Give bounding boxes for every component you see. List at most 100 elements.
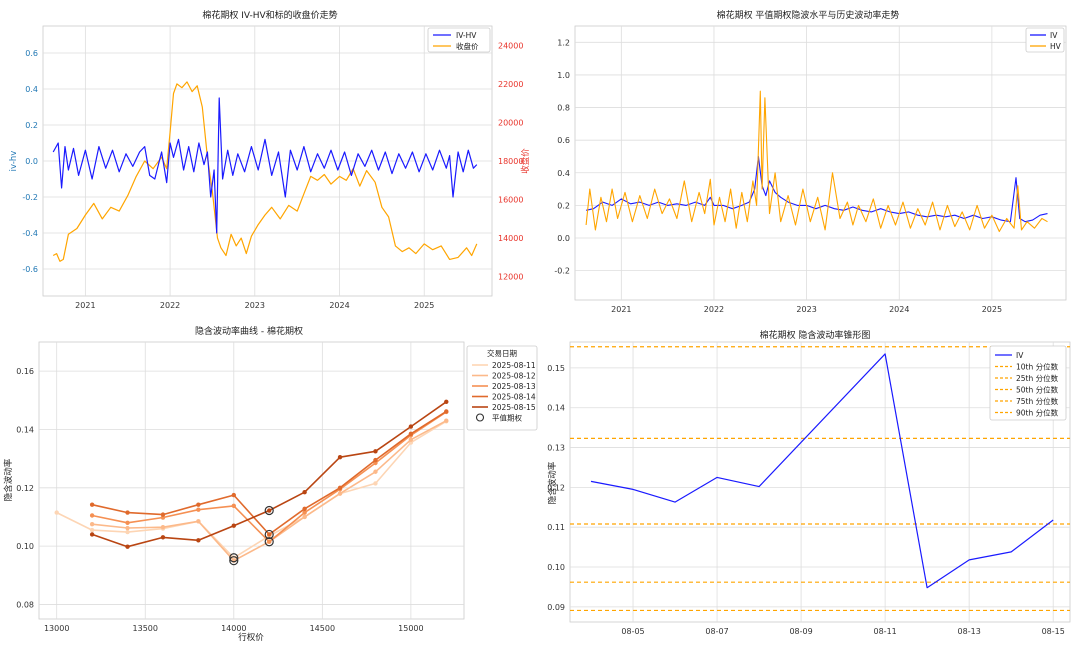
data-point bbox=[267, 532, 272, 537]
x-tick-label: 2022 bbox=[160, 301, 180, 310]
x-tick-label: 2021 bbox=[611, 305, 631, 314]
chart-title: 棉花期权 隐含波动率锥形图 bbox=[760, 329, 871, 341]
x-tick-label: 2024 bbox=[889, 305, 909, 314]
x-tick-label: 08-05 bbox=[621, 627, 644, 636]
y-tick-label: 0.14 bbox=[547, 404, 565, 413]
y-axis-right-label: 收盘价 bbox=[520, 148, 531, 174]
y-right-tick-label: 20000 bbox=[498, 118, 523, 127]
data-point bbox=[89, 502, 95, 507]
x-axis-label: 行权价 bbox=[238, 632, 264, 643]
y-tick-label: -0.2 bbox=[22, 193, 38, 202]
data-point bbox=[125, 529, 130, 535]
series-line-2025-08-11 bbox=[56, 420, 447, 559]
data-point bbox=[125, 520, 130, 525]
legend-label: 10th 分位数 bbox=[1016, 362, 1059, 372]
legend-label-hv: HV bbox=[1050, 42, 1062, 51]
data-point bbox=[196, 507, 201, 512]
data-point bbox=[444, 399, 449, 404]
y-tick-label: 0.2 bbox=[25, 121, 38, 130]
series-line-iv-hv bbox=[52, 97, 478, 234]
data-point bbox=[231, 523, 236, 528]
data-point bbox=[337, 454, 343, 460]
series-lines bbox=[585, 90, 1048, 233]
y-tick-label: 0.08 bbox=[16, 600, 34, 609]
series-line-iv bbox=[590, 353, 1054, 589]
data-point bbox=[408, 424, 414, 429]
legend-title: 交易日期 bbox=[487, 348, 517, 358]
legend-label-close: 收盘价 bbox=[456, 41, 479, 51]
legend-swatch-atm bbox=[475, 413, 485, 422]
tick-labels: 13000 13500 14000 14500 15000 0.08 0.10 0.12 0.1… bbox=[16, 367, 423, 633]
plot-area bbox=[38, 341, 465, 620]
legend-label: 90th 分位数 bbox=[1016, 408, 1059, 418]
grid-lines bbox=[43, 26, 492, 296]
data-point bbox=[89, 527, 95, 533]
y-tick-label: 1.2 bbox=[557, 38, 570, 47]
x-tick-label: 08-11 bbox=[874, 627, 897, 636]
y-tick-label: 0.10 bbox=[547, 563, 565, 572]
y-tick-label: 0.0 bbox=[25, 157, 38, 166]
atm-point bbox=[264, 505, 274, 516]
data-point bbox=[196, 519, 201, 524]
data-point bbox=[160, 535, 166, 540]
legend-label-iv-hv: IV-HV bbox=[456, 31, 477, 40]
y-tick-label: 0.09 bbox=[547, 603, 565, 612]
y-tick-label: 0.6 bbox=[557, 136, 570, 145]
data-point bbox=[373, 469, 378, 474]
y-tick-label: 0.15 bbox=[547, 364, 565, 373]
tick-labels: 08-05 08-07 08-09 08-11 08-13 08-15 0.09 0.10 0.… bbox=[547, 364, 1065, 636]
data-point bbox=[89, 522, 95, 527]
legend-label-iv: IV bbox=[1050, 31, 1058, 40]
y-right-tick-label: 16000 bbox=[498, 196, 523, 205]
chart-title: 隐含波动率曲线 - 棉花期权 bbox=[195, 325, 303, 337]
x-tick-label: 08-09 bbox=[789, 627, 812, 636]
legend-label: 2025-08-13 bbox=[492, 382, 536, 391]
plot-area bbox=[569, 341, 1071, 623]
legend-label: 50th 分位数 bbox=[1016, 385, 1059, 395]
y-right-tick-label: 12000 bbox=[498, 273, 523, 282]
x-tick-label: 2025 bbox=[982, 305, 1002, 314]
y-tick-label: 0.8 bbox=[557, 104, 570, 113]
data-point bbox=[408, 431, 414, 437]
data-point bbox=[373, 457, 378, 463]
x-tick-label: 2023 bbox=[796, 305, 816, 314]
x-tick-label: 08-13 bbox=[958, 627, 981, 636]
series-line-close bbox=[52, 81, 478, 262]
atm-point bbox=[264, 529, 274, 540]
data-point bbox=[89, 513, 95, 518]
data-point bbox=[267, 539, 272, 544]
legend-label: 25th 分位数 bbox=[1016, 373, 1059, 383]
y-tick-label: 0.4 bbox=[25, 85, 38, 94]
y-tick-label: -0.2 bbox=[554, 267, 570, 276]
data-point bbox=[267, 508, 272, 513]
atm-point bbox=[264, 537, 274, 547]
legend-label: IV bbox=[1016, 351, 1024, 360]
y-right-tick-label: 22000 bbox=[498, 80, 523, 89]
data-point bbox=[196, 502, 201, 507]
y-right-tick-label: 14000 bbox=[498, 234, 523, 243]
iv-hv-close-chart: 棉花期权 IV-HV和标的收盘价走势 2021 2022 2023 2024 2025 -… bbox=[9, 9, 531, 310]
atm-iv-hv-chart: 棉花期权 平值期权隐波水平与历史波动率走势 2021 2022 2023 2024 20… bbox=[554, 9, 1067, 314]
legend-label: 2025-08-11 bbox=[492, 361, 536, 370]
data-point bbox=[125, 525, 130, 531]
tick-labels: 2021 2022 2023 2024 2025 -0.2 0.0 0.2 0.4 0.6 0.8 1… bbox=[554, 38, 1002, 314]
x-tick-label: 2023 bbox=[245, 301, 265, 310]
y-tick-label: -0.6 bbox=[22, 265, 38, 274]
data-point bbox=[302, 514, 307, 520]
y-tick-label: 0.6 bbox=[25, 49, 38, 58]
chart-title: 棉花期权 IV-HV和标的收盘价走势 bbox=[202, 9, 337, 21]
y-tick-label: 0.0 bbox=[557, 234, 570, 243]
data-point bbox=[408, 437, 414, 442]
legend-label-atm: 平值期权 bbox=[492, 413, 522, 423]
chart-title: 棉花期权 平值期权隐波水平与历史波动率走势 bbox=[717, 9, 900, 21]
y-tick-label: 0.10 bbox=[16, 542, 34, 551]
data-point bbox=[373, 449, 378, 454]
series-line-iv bbox=[585, 155, 1048, 223]
y-axis-label: 隐含波动率 bbox=[3, 458, 14, 501]
x-tick-label: 2021 bbox=[75, 301, 95, 310]
series-lines bbox=[54, 399, 449, 566]
y-tick-label: 0.16 bbox=[16, 367, 34, 376]
grid-lines bbox=[575, 26, 1066, 300]
